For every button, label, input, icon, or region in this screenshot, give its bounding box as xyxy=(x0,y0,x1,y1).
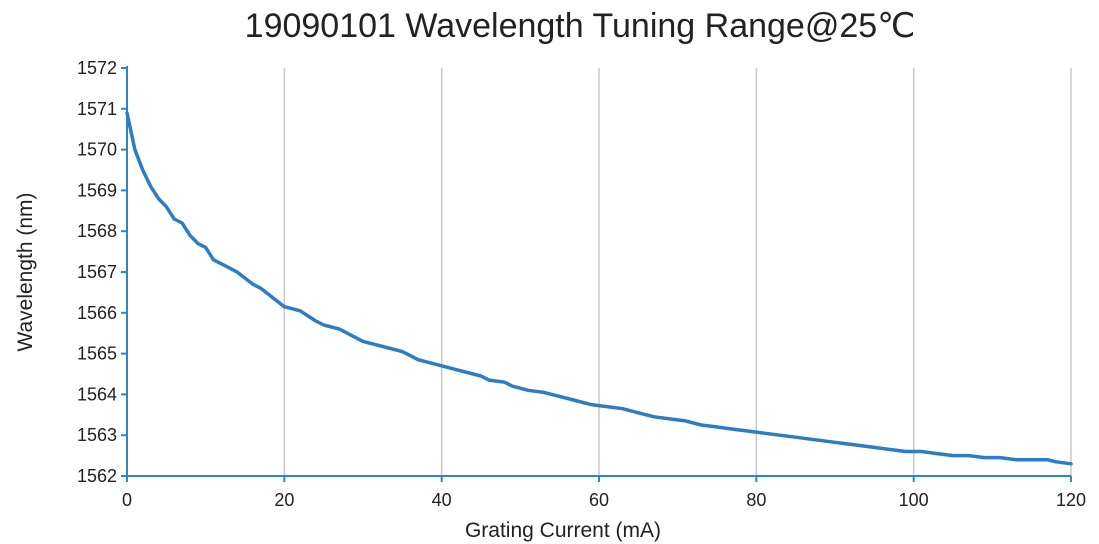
y-axis-title: Wavelength (nm) xyxy=(14,192,37,351)
y-tick-label: 1571 xyxy=(77,99,117,119)
y-tick-label: 1564 xyxy=(77,384,117,404)
y-tick-label: 1563 xyxy=(77,425,117,445)
y-tick-label: 1572 xyxy=(77,58,117,78)
axes xyxy=(121,66,1072,482)
y-tick-label: 1568 xyxy=(77,221,117,241)
x-tick-label: 20 xyxy=(274,490,294,510)
x-tick-label: 80 xyxy=(746,490,766,510)
grid-lines xyxy=(283,68,1072,476)
x-axis-title: Grating Current (mA) xyxy=(465,519,661,542)
x-tick-label: 40 xyxy=(432,490,452,510)
y-tick-label: 1567 xyxy=(77,262,117,282)
y-tick-label: 1570 xyxy=(77,140,117,160)
y-tick-label: 1562 xyxy=(77,466,117,486)
x-tick-label: 60 xyxy=(589,490,609,510)
x-tick-label: 120 xyxy=(1056,490,1086,510)
y-tick-label: 1566 xyxy=(77,303,117,323)
series-line-1 xyxy=(125,111,1073,466)
y-tick-label: 1565 xyxy=(77,344,117,364)
series-layer xyxy=(125,111,1073,466)
x-tick-label: 0 xyxy=(122,490,132,510)
y-tick-label: 1569 xyxy=(77,180,117,200)
chart-title: 19090101 Wavelength Tuning Range@25℃ xyxy=(244,7,916,45)
tick-labels: 0 20 40 60 80 100 120 1562 1563 1564 1565 1566 1567 1… xyxy=(77,58,1086,510)
x-tick-label: 100 xyxy=(899,490,929,510)
